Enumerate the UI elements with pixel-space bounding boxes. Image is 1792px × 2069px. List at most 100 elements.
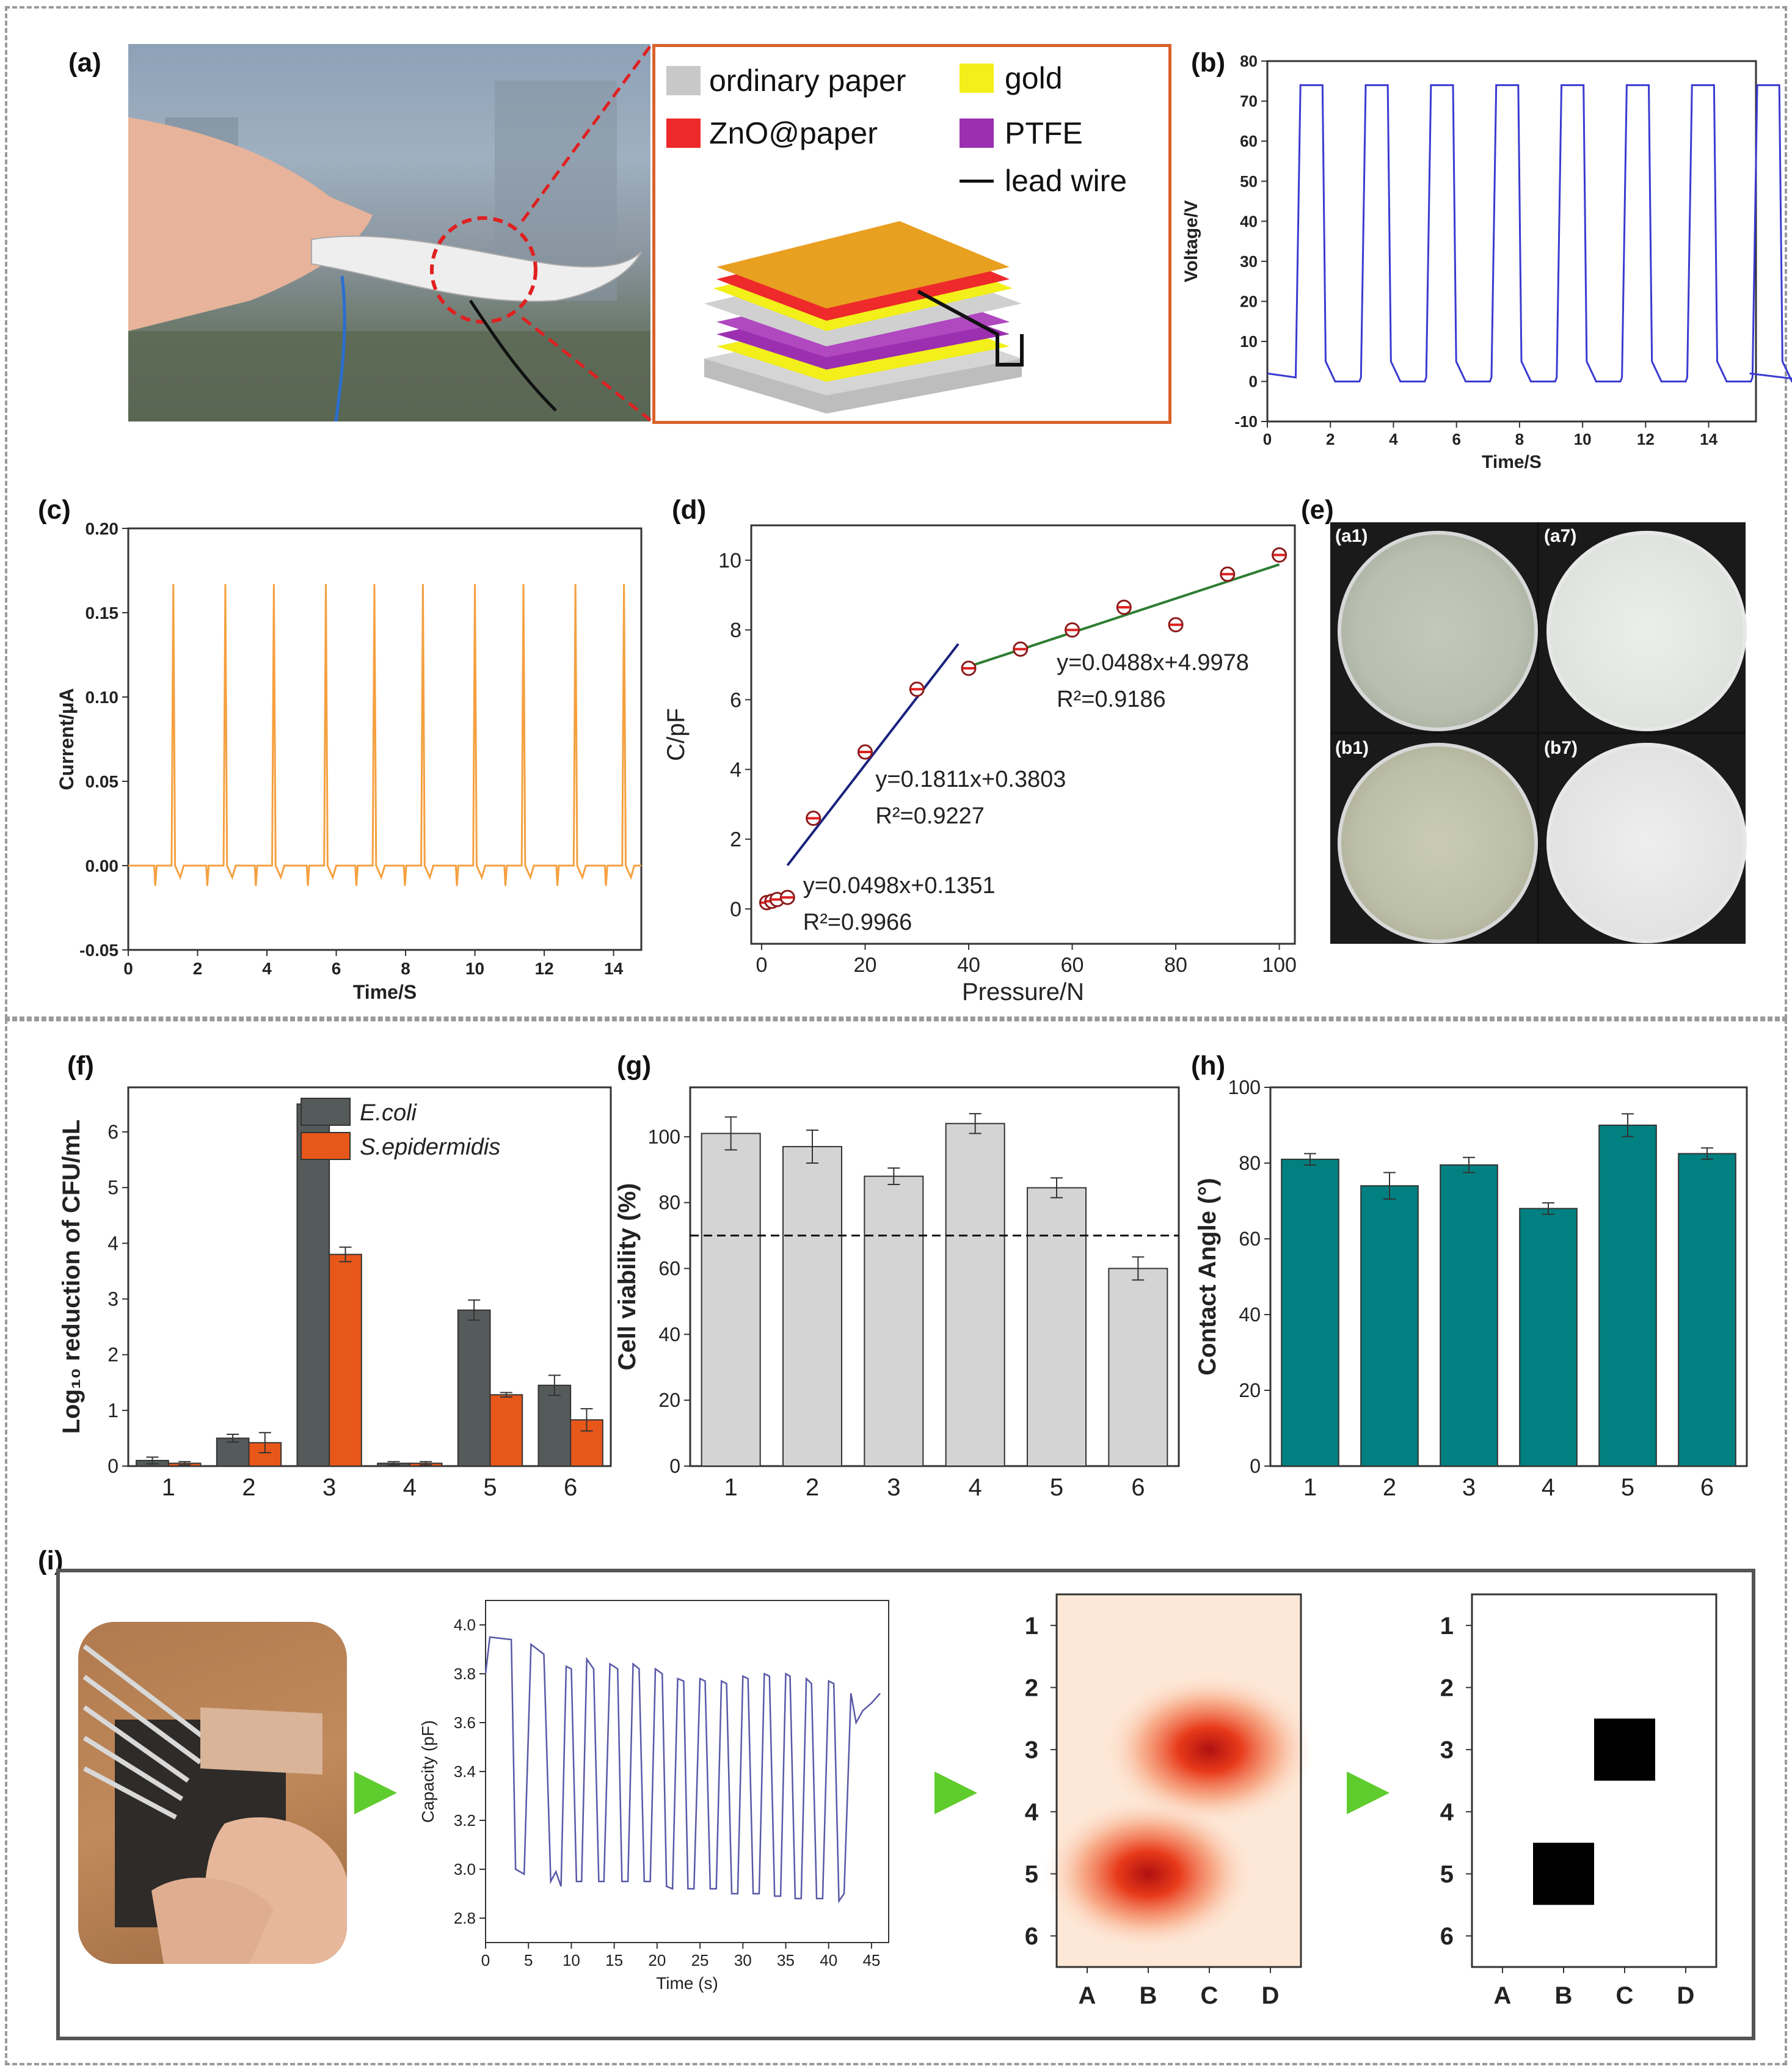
y-tick-label: 3 [107, 1288, 118, 1310]
x-tick-label: 4 [403, 1474, 417, 1501]
arrow-icon [1347, 1772, 1390, 1814]
y-tick-label: 3.4 [454, 1762, 476, 1781]
x-tick-label: 8 [401, 959, 410, 978]
fit-r2-middle: R²=0.9227 [875, 803, 985, 829]
x-tick-label: 12 [1637, 430, 1655, 448]
y-axis-label: Contact Angle (°) [1194, 1178, 1221, 1375]
schematic-legend: ordinary paper gold ZnO@paper PTFE lead … [666, 54, 1155, 207]
panel-label-h: (h) [1191, 1051, 1226, 1081]
voltage-series-line [1267, 84, 1792, 382]
heatmap-hotspot [1044, 1799, 1252, 1949]
row-label: 4 [1025, 1799, 1039, 1826]
y-tick-label: 40 [658, 1323, 680, 1345]
plot-frame [1269, 1086, 1748, 1467]
x-axis-label: Time (s) [656, 1974, 718, 1993]
panel-label-g: (g) [617, 1051, 652, 1081]
x-tick-label: 5 [483, 1474, 497, 1501]
x-tick-label: 2 [1383, 1474, 1396, 1501]
y-tick-label: 3.2 [454, 1811, 476, 1830]
y-tick-label: 0.10 [86, 688, 119, 707]
bar [570, 1419, 603, 1467]
legend-swatch [666, 66, 701, 95]
fit-equation-low: y=0.0498x+0.1351 [803, 873, 996, 899]
plot-frame [127, 1086, 612, 1467]
petri-label: (b1) [1335, 738, 1369, 758]
y-tick-label: 0 [1250, 1455, 1261, 1477]
x-tick-label: 25 [691, 1951, 709, 1969]
x-tick-label: 10 [465, 959, 484, 978]
grid-frame [1055, 1593, 1302, 1968]
row-label: 3 [1440, 1737, 1454, 1764]
row-label: 2 [1440, 1675, 1454, 1702]
fit-r2-low: R²=0.9966 [803, 910, 912, 935]
y-tick-label: 50 [1240, 172, 1258, 191]
y-tick-label: 8 [730, 619, 741, 642]
y-tick-label: 0 [1249, 373, 1258, 391]
legend-label: E.coli [360, 1100, 417, 1126]
y-tick-label: 0 [669, 1455, 680, 1477]
y-tick-label: 80 [1239, 1152, 1261, 1174]
y-tick-label: 0.00 [86, 856, 119, 875]
dish-plate [1546, 531, 1747, 731]
bar [1598, 1125, 1657, 1467]
legend-item-zno-paper: ZnO@paper [666, 115, 878, 151]
y-tick-label: 80 [1240, 52, 1258, 70]
y-tick-label: 2.8 [454, 1909, 476, 1927]
x-tick-label: 12 [535, 959, 554, 978]
x-tick-label: 30 [734, 1951, 752, 1969]
voltage-chart: 0 2 4 6 8 10 12 14 -10 0 10 20 30 40 50 60 70 80 Time/S Vol… [1181, 52, 1792, 472]
x-tick-label: 3 [887, 1474, 900, 1501]
fit-equation-middle: y=0.1811x+0.3803 [875, 767, 1066, 792]
y-tick-label: 0.20 [86, 519, 119, 538]
panel-label-c: (c) [38, 495, 71, 525]
row-label: 5 [1440, 1861, 1454, 1888]
x-tick-label: 40 [957, 954, 980, 977]
y-tick-label: 3.6 [454, 1713, 476, 1732]
bar [945, 1123, 1005, 1467]
sensor-photo-scene [82, 1644, 347, 1964]
panel-label-e: (e) [1301, 495, 1334, 525]
bar [1027, 1187, 1087, 1467]
bar [329, 1253, 362, 1467]
plot-frame [127, 527, 643, 951]
x-tick-label: 6 [564, 1474, 577, 1501]
y-tick-label: 20 [1239, 1379, 1261, 1401]
y-tick-label: 0.15 [86, 604, 119, 622]
y-axis-label: Cell viability (%) [614, 1183, 641, 1371]
legend-label: gold [1005, 61, 1063, 95]
column-label: C [1616, 1982, 1634, 2009]
x-tick-label: 2 [806, 1474, 819, 1501]
x-tick-label: 0 [756, 954, 767, 977]
x-tick-label: 40 [820, 1951, 837, 1969]
y-tick-label: 60 [1240, 132, 1258, 150]
capacity-time-chart: 0 5 10 15 20 25 30 35 40 45 2.8 3.0 3.2 3.4 3.6 3.8 4.0 T… [418, 1600, 889, 1993]
y-tick-label: 20 [658, 1389, 680, 1411]
y-tick-label: 40 [1239, 1304, 1261, 1326]
petri-dish-grid: (a1) (a7) (b1) (b7) [1330, 522, 1747, 944]
x-tick-label: 6 [1700, 1474, 1714, 1501]
grid-frame [1471, 1593, 1717, 1968]
x-tick-label: 1 [724, 1474, 738, 1501]
top-section-frame [5, 6, 1787, 1019]
column-label: A [1079, 1982, 1096, 2009]
y-axis-label: Log₁₀ reduction of CFU/mL [58, 1120, 85, 1434]
y-tick-label: 4 [730, 758, 741, 781]
x-tick-label: 2 [242, 1474, 255, 1501]
y-tick-label: 100 [1228, 1076, 1261, 1098]
legend-label: S.epidermidis [360, 1134, 500, 1160]
x-tick-label: 1 [1303, 1474, 1317, 1501]
current-series-line [128, 584, 641, 886]
y-axis-label: C/pF [663, 708, 690, 761]
x-tick-label: 6 [1452, 430, 1460, 448]
x-tick-label: 8 [1515, 430, 1524, 448]
bar [1281, 1158, 1339, 1467]
bar [1360, 1185, 1419, 1467]
y-axis-label: Voltage/V [1181, 200, 1201, 282]
x-axis-label: Time/S [353, 981, 417, 1003]
bar [701, 1133, 761, 1467]
fit-equation-high: y=0.0488x+4.9978 [1057, 650, 1249, 676]
bar [782, 1146, 842, 1467]
x-tick-label: 4 [262, 959, 272, 978]
x-axis-label: Time/S [1482, 452, 1542, 472]
y-tick-label: 4.0 [454, 1616, 476, 1634]
